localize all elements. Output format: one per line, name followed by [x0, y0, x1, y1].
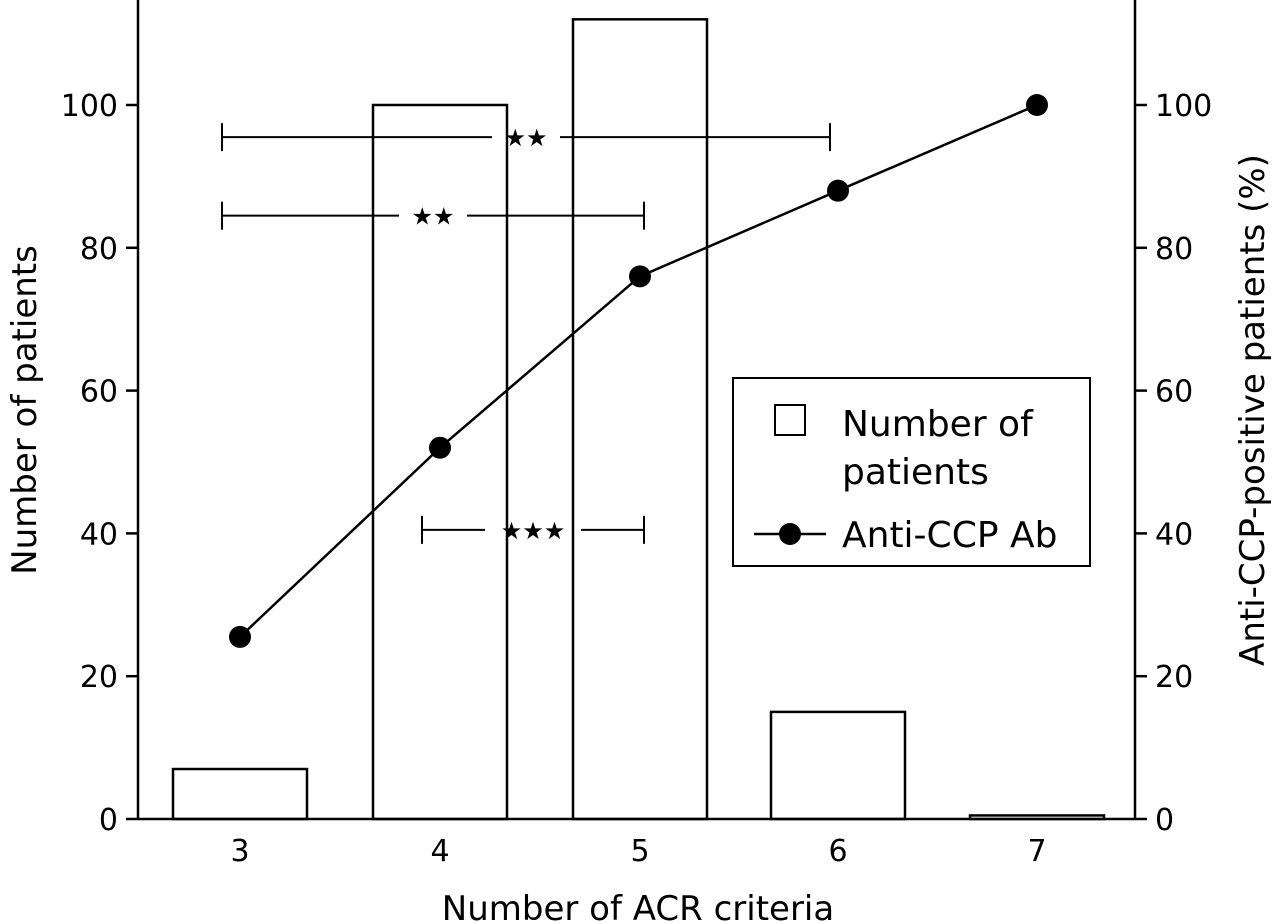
bar-3 — [171, 767, 309, 821]
bars-layer — [171, 18, 1106, 821]
bar-6 — [769, 710, 907, 821]
y-tick-label-100: 100 — [61, 89, 118, 124]
significance-stars: ★★ — [504, 124, 547, 152]
significance-bracket-1: ★★ — [221, 123, 831, 152]
significance-bracket-2: ★★ — [221, 201, 645, 231]
legend: Number of patients Anti-CCP Ab — [732, 377, 1091, 567]
anti-ccp-point-3 — [229, 625, 251, 648]
y-tick-label-80: 80 — [80, 232, 118, 267]
axes-layer: 0 20 40 60 80 100 0 20 40 60 80 100 3 4 5 6 7 — [61, 0, 1212, 869]
bar-5 — [571, 18, 709, 821]
anti-ccp-point-6 — [827, 179, 849, 202]
y2-tick-label-20: 20 — [1155, 660, 1193, 695]
y-tick-label-0: 0 — [99, 803, 118, 838]
anti-ccp-point-5 — [629, 265, 651, 288]
legend-bar-label-line2: patients — [842, 452, 989, 493]
legend-bar-swatch — [774, 404, 806, 436]
significance-bracket-3: ★★★ — [421, 515, 645, 545]
x-tick-label-6: 6 — [828, 834, 847, 869]
legend-line-label: Anti-CCP Ab — [842, 515, 1057, 556]
anti-ccp-point-4 — [429, 436, 451, 459]
legend-bar-label-line1: Number of — [842, 404, 1034, 445]
y2-tick-label-40: 40 — [1155, 517, 1193, 552]
significance-layer: ★★★★★★★ — [221, 123, 831, 545]
anti-ccp-point-7 — [1026, 94, 1048, 116]
x-axis-title: Number of ACR criteria — [442, 889, 834, 924]
x-tick-label-7: 7 — [1027, 834, 1046, 869]
y2-tick-label-0: 0 — [1155, 803, 1174, 838]
y-tick-label-60: 60 — [80, 375, 118, 410]
y2-tick-label-100: 100 — [1155, 89, 1212, 124]
y-axis-title: Number of patients — [5, 245, 45, 575]
y-tick-label-20: 20 — [80, 660, 118, 695]
x-tick-label-3: 3 — [230, 834, 249, 869]
legend-line-marker — [779, 523, 801, 545]
x-tick-label-4: 4 — [430, 834, 449, 869]
y2-tick-label-60: 60 — [1155, 375, 1193, 410]
significance-stars: ★★ — [411, 203, 454, 231]
significance-stars: ★★★ — [501, 517, 566, 545]
bar-4 — [371, 103, 509, 821]
y-tick-label-40: 40 — [80, 517, 118, 552]
y2-tick-label-80: 80 — [1155, 232, 1193, 267]
x-tick-label-5: 5 — [630, 834, 649, 869]
line-layer — [229, 94, 1048, 648]
y2-axis-title: Anti-CCP-positive patients (%) — [1233, 154, 1273, 666]
